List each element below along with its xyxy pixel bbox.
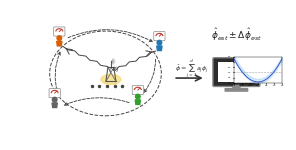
Text: $\hat{\phi} = \sum_{j=1}^{d} a_j \phi_j$: $\hat{\phi} = \sum_{j=1}^{d} a_j \phi_j$ <box>175 59 208 80</box>
Polygon shape <box>157 46 162 51</box>
Text: $\hat{\phi}_{est} \pm \Delta\hat{\phi}_{est}$: $\hat{\phi}_{est} \pm \Delta\hat{\phi}_{… <box>211 27 262 43</box>
Ellipse shape <box>101 74 121 84</box>
FancyBboxPatch shape <box>224 88 248 92</box>
FancyBboxPatch shape <box>154 32 165 41</box>
FancyArrowPatch shape <box>55 52 60 94</box>
Circle shape <box>157 40 162 45</box>
Polygon shape <box>52 103 57 108</box>
FancyBboxPatch shape <box>218 62 255 82</box>
Polygon shape <box>232 85 241 90</box>
Circle shape <box>52 97 57 102</box>
Polygon shape <box>135 100 141 104</box>
FancyBboxPatch shape <box>54 27 65 36</box>
FancyBboxPatch shape <box>132 85 144 95</box>
FancyBboxPatch shape <box>213 58 260 86</box>
Circle shape <box>136 94 140 99</box>
Circle shape <box>57 36 62 40</box>
FancyArrowPatch shape <box>68 30 152 42</box>
FancyArrowPatch shape <box>64 98 129 105</box>
Polygon shape <box>57 41 62 46</box>
FancyArrowPatch shape <box>144 59 156 92</box>
Text: $|\Psi\rangle$: $|\Psi\rangle$ <box>108 64 119 74</box>
FancyBboxPatch shape <box>49 88 60 98</box>
